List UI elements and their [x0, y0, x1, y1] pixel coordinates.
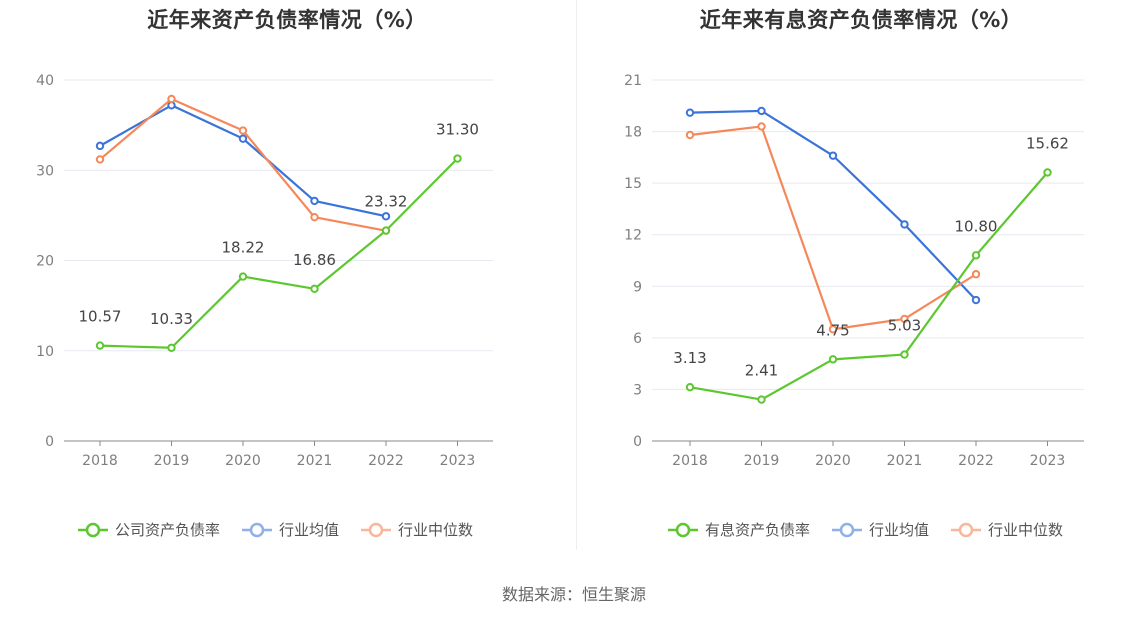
data-point — [685, 130, 695, 140]
legend-marker — [675, 522, 691, 538]
y-tick-label: 21 — [624, 73, 642, 89]
data-label: 23.32 — [365, 193, 408, 211]
x-tick-label: 2020 — [815, 453, 851, 469]
data-point — [971, 251, 981, 260]
x-tick-label: 2020 — [225, 453, 261, 469]
data-label: 2.41 — [745, 362, 778, 380]
y-tick-label: 3 — [633, 382, 642, 398]
legend-marker — [958, 522, 974, 538]
data-label: 10.33 — [150, 310, 193, 328]
legend-label: 行业均值 — [869, 521, 929, 539]
data-point — [167, 343, 176, 352]
debt-ratio-chart: 0 10 20 30 40 2018 2019 2020 2021 2022 2023 10.57 10… — [36, 73, 493, 539]
y-tick-label: 0 — [633, 434, 642, 450]
data-point — [95, 155, 105, 164]
data-point — [757, 122, 766, 131]
chart-title: 近年来有息资产负债率情况（%） — [699, 8, 1023, 32]
x-tick-label: 2019 — [744, 453, 780, 469]
data-label: 31.30 — [436, 121, 479, 139]
legend-marker — [249, 522, 265, 538]
data-point — [238, 134, 248, 143]
chart-panel-interest-debt-ratio: 近年来有息资产负债率情况（%） 0 3 6 9 12 15 18 21 2018 2019 2020… — [574, 0, 1148, 560]
y-tick-label: 0 — [45, 434, 54, 450]
data-point — [1043, 168, 1052, 177]
series-line — [99, 157, 459, 349]
x-tick-label: 2023 — [1030, 453, 1066, 469]
data-point — [900, 220, 909, 229]
data-label: 18.22 — [222, 239, 265, 257]
data-point — [238, 272, 248, 281]
data-point — [828, 325, 838, 334]
data-label: 16.86 — [293, 251, 336, 269]
y-tick-label: 15 — [624, 176, 642, 192]
data-point — [757, 395, 766, 404]
y-tick-label: 20 — [36, 254, 54, 270]
data-point — [757, 106, 766, 116]
x-tick-label: 2021 — [887, 453, 923, 469]
y-tick-label: 40 — [36, 73, 54, 89]
x-tick-label: 2019 — [154, 453, 190, 469]
data-point — [971, 295, 981, 305]
data-point — [685, 382, 695, 392]
data-label: 3.13 — [673, 349, 706, 367]
legend-label: 公司资产负债率 — [115, 521, 220, 539]
data-point — [310, 284, 319, 294]
data-point — [238, 126, 248, 135]
legend-label: 有息资产负债率 — [705, 521, 810, 539]
chart-title: 近年来资产负债率情况（%） — [147, 8, 427, 32]
legend-marker — [368, 522, 384, 538]
data-point — [310, 196, 319, 206]
data-point — [381, 212, 391, 221]
y-tick-label: 10 — [36, 344, 54, 360]
chart-panel-debt-ratio: 近年来资产负债率情况（%） 0 10 20 30 40 2018 2019 2020 2021 2… — [0, 0, 574, 560]
series-line — [689, 109, 977, 301]
x-tick-label: 2022 — [368, 453, 404, 469]
legend-label: 行业均值 — [279, 521, 339, 539]
data-label: 4.75 — [816, 321, 849, 339]
data-point — [310, 212, 319, 222]
x-tick-label: 2022 — [958, 453, 994, 469]
series-line — [689, 171, 1049, 401]
x-tick-label: 2018 — [82, 453, 118, 469]
x-tick-label: 2018 — [672, 453, 708, 469]
y-tick-label: 9 — [633, 279, 642, 295]
y-tick-label: 6 — [633, 331, 642, 347]
data-point — [381, 226, 391, 235]
legend-marker — [839, 522, 855, 538]
data-point — [95, 141, 105, 151]
legend-label: 行业中位数 — [398, 521, 473, 539]
data-label: 5.03 — [888, 317, 921, 335]
series-line — [99, 97, 387, 232]
data-point — [900, 314, 909, 324]
data-source: 数据来源：恒生聚源 — [501, 585, 646, 604]
data-point — [971, 270, 981, 279]
data-label: 10.57 — [79, 308, 122, 326]
panel-divider — [576, 0, 577, 550]
legend-label: 行业中位数 — [988, 521, 1063, 539]
data-point — [828, 151, 838, 160]
y-tick-label: 18 — [624, 125, 642, 141]
x-tick-label: 2021 — [297, 453, 333, 469]
data-point — [167, 94, 176, 104]
x-tick-label: 2023 — [440, 453, 476, 469]
y-tick-label: 30 — [36, 163, 54, 179]
data-point — [685, 108, 695, 117]
data-point — [900, 350, 909, 359]
data-point — [828, 355, 838, 364]
interest-debt-ratio-chart: 0 3 6 9 12 15 18 21 2018 2019 2020 2021 2022 2023 3.13… — [624, 73, 1084, 539]
data-label: 15.62 — [1026, 134, 1069, 152]
y-tick-label: 12 — [624, 228, 642, 244]
data-label: 10.80 — [955, 217, 998, 235]
data-point — [95, 341, 105, 350]
legend-marker — [85, 522, 101, 538]
data-point — [453, 154, 462, 163]
